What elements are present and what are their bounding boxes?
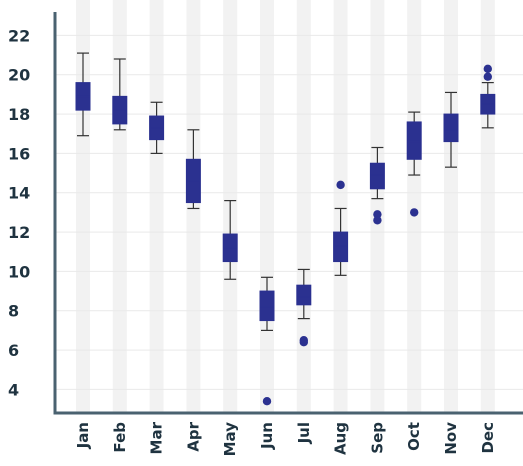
x-tick-label-jun: Jun bbox=[258, 422, 276, 450]
outlier-oct-0 bbox=[410, 208, 419, 217]
box-jul bbox=[296, 268, 312, 347]
y-tick-label-6: 6 bbox=[8, 341, 19, 360]
y-tick-label-4: 4 bbox=[8, 380, 19, 399]
x-tick-label-apr: Apr bbox=[184, 421, 202, 451]
box-jan bbox=[75, 52, 91, 137]
box-jun bbox=[259, 276, 275, 406]
y-tick-label-20: 20 bbox=[8, 66, 30, 85]
box-mar bbox=[149, 101, 165, 154]
outlier-jul-1 bbox=[299, 338, 308, 347]
outlier-dec-1 bbox=[483, 72, 492, 81]
y-tick-label-16: 16 bbox=[8, 144, 30, 163]
box-body-oct bbox=[406, 121, 422, 160]
column-band-jul bbox=[296, 0, 311, 413]
box-body-aug bbox=[333, 231, 349, 263]
box-sep bbox=[369, 146, 385, 225]
box-body-jul bbox=[296, 284, 312, 306]
column-band-nov bbox=[444, 0, 458, 413]
column-band-sep bbox=[370, 0, 385, 413]
x-tick-labels: Jan Feb Mar Apr May Jun Jul Aug Sep Oct Nov Dec bbox=[74, 421, 497, 456]
box-may bbox=[222, 200, 238, 280]
x-tick-label-mar: Mar bbox=[148, 421, 166, 454]
x-tick-label-dec: Dec bbox=[479, 422, 497, 454]
y-tick-labels: 4 6 8 10 12 14 16 18 20 22 bbox=[8, 26, 30, 399]
y-tick-label-8: 8 bbox=[8, 302, 19, 321]
box-apr bbox=[185, 129, 201, 210]
y-tick-label-14: 14 bbox=[8, 184, 30, 203]
column-band-oct bbox=[407, 0, 422, 413]
box-nov bbox=[443, 91, 459, 168]
y-tick-label-10: 10 bbox=[8, 262, 30, 281]
x-tick-label-sep: Sep bbox=[368, 422, 386, 454]
box-plot-marks bbox=[75, 52, 496, 406]
column-bands bbox=[76, 0, 495, 413]
outlier-dec-0 bbox=[483, 64, 492, 74]
x-tick-label-jan: Jan bbox=[74, 422, 92, 449]
horizontal-gridlines bbox=[55, 34, 523, 390]
box-body-jun bbox=[259, 290, 275, 322]
outlier-aug-0 bbox=[336, 180, 345, 190]
x-tick-label-aug: Aug bbox=[332, 422, 350, 455]
column-band-dec bbox=[480, 0, 495, 413]
y-tick-label-18: 18 bbox=[8, 105, 30, 124]
x-tick-label-feb: Feb bbox=[111, 422, 129, 453]
y-tick-label-22: 22 bbox=[8, 26, 30, 45]
x-tick-label-nov: Nov bbox=[442, 422, 460, 455]
box-oct bbox=[406, 111, 422, 217]
x-tick-label-oct: Oct bbox=[405, 422, 423, 451]
column-band-mar bbox=[149, 0, 164, 413]
column-band-jun bbox=[260, 0, 274, 413]
box-body-sep bbox=[369, 162, 385, 190]
y-tick-label-12: 12 bbox=[8, 223, 30, 242]
column-band-aug bbox=[333, 0, 348, 413]
x-tick-label-jul: Jul bbox=[295, 422, 313, 444]
outlier-jun-0 bbox=[262, 397, 272, 406]
box-body-nov bbox=[443, 113, 459, 143]
box-feb bbox=[112, 58, 128, 131]
outlier-sep-1 bbox=[373, 216, 382, 225]
axes bbox=[53, 12, 523, 415]
outlier-sep-0 bbox=[373, 210, 382, 219]
box-aug bbox=[333, 180, 349, 276]
x-tick-label-may: May bbox=[221, 422, 239, 457]
box-dec bbox=[480, 64, 496, 129]
